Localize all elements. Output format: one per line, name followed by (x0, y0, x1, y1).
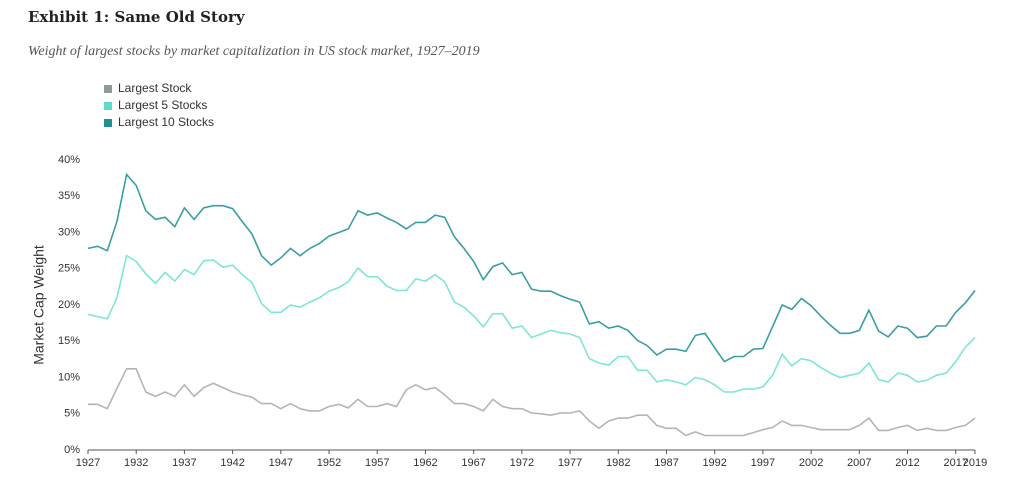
x-tick-label: 1947 (269, 457, 293, 469)
x-tick-label: 1997 (751, 457, 775, 469)
x-tick-label: 2007 (847, 457, 871, 469)
y-tick-label: 0% (64, 444, 80, 456)
x-tick-label: 1982 (606, 457, 630, 469)
x-tick-label: 1967 (461, 457, 485, 469)
y-tick-label: 30% (58, 226, 80, 238)
x-tick-label: 2002 (799, 457, 823, 469)
y-tick-label: 35% (58, 190, 80, 202)
x-tick-label: 1952 (317, 457, 341, 469)
y-tick-label: 40% (58, 154, 80, 166)
series-line (87, 172, 976, 363)
chart-subtitle: Weight of largest stocks by market capit… (28, 44, 480, 59)
x-tick-label: 1942 (220, 457, 244, 469)
x-tick-label: 1937 (172, 457, 196, 469)
y-tick-label: 5% (64, 408, 80, 420)
y-tick-label: 25% (58, 263, 80, 275)
legend-swatch (104, 119, 112, 127)
legend-label: Largest 5 Stocks (118, 98, 207, 112)
legend-label: Largest 10 Stocks (118, 115, 214, 129)
chart-title: Exhibit 1: Same Old Story (28, 8, 246, 26)
series-line (88, 368, 976, 437)
y-tick-label: 20% (58, 299, 80, 311)
legend-swatch (104, 102, 112, 110)
series-line (87, 254, 976, 393)
x-tick-label: 1927 (76, 457, 100, 469)
x-tick-label: 1962 (413, 457, 437, 469)
x-tick-label: 1987 (654, 457, 678, 469)
x-tick-label: 1992 (702, 457, 726, 469)
x-tick-label: 2012 (895, 457, 919, 469)
y-tick-label: 15% (58, 335, 80, 347)
legend-swatch (104, 85, 112, 93)
x-tick-label: 1977 (558, 457, 582, 469)
y-tick-label: 10% (58, 371, 80, 383)
x-tick-label: 1972 (510, 457, 534, 469)
x-tick-label: 2017 (943, 457, 967, 469)
x-tick-label: 1957 (365, 457, 389, 469)
x-tick-label: 1932 (124, 457, 148, 469)
legend-label: Largest Stock (118, 81, 192, 95)
y-axis-label: Market Cap Weight (31, 245, 47, 365)
x-tick-label: 2019 (963, 457, 987, 469)
